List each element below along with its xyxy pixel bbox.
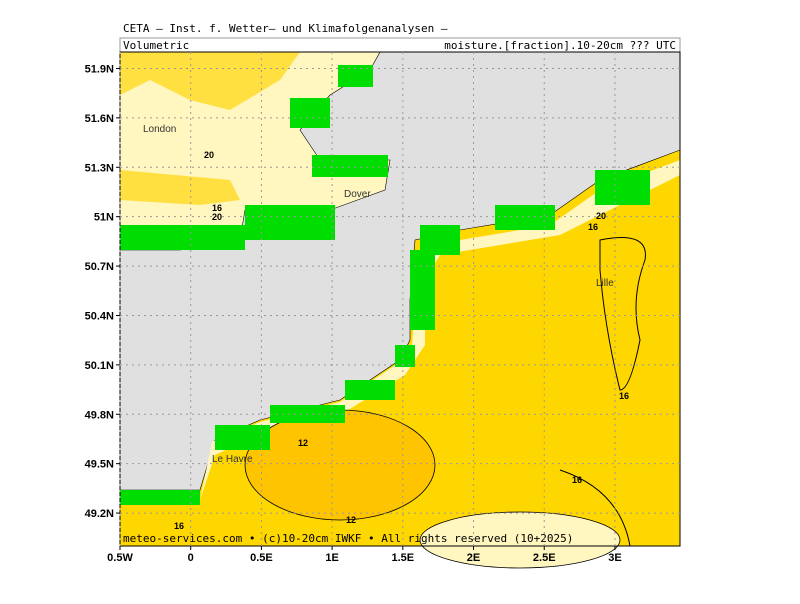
contour-label: 16: [619, 391, 629, 401]
y-tick-label: 49.5N: [85, 459, 114, 471]
place-label: Dover: [344, 189, 371, 200]
dry-area: [244, 409, 436, 521]
x-tick-label: 1E: [325, 552, 338, 564]
x-tick-label: 2E: [467, 552, 480, 564]
x-tick-label: 3E: [608, 552, 621, 564]
y-tick-label: 51.9N: [85, 63, 114, 75]
wet-area: [419, 511, 621, 569]
contour-label: 12: [298, 438, 308, 448]
x-tick-label: 2.5E: [533, 552, 556, 564]
header-title: CETA — Inst. f. Wetter— und Klimafolgena…: [123, 22, 448, 35]
contour-label: 12: [346, 515, 356, 525]
contour-label: 20: [204, 150, 214, 160]
contour: [559, 469, 631, 547]
y-tick-label: 50.4N: [85, 310, 114, 322]
contour-label: 20: [212, 212, 222, 222]
contour: [599, 237, 646, 391]
contour-label: 16: [588, 222, 598, 232]
place-label: Le Havre: [212, 454, 253, 465]
contour-label: 16: [174, 521, 184, 531]
x-tick-label: 0.5E: [250, 552, 273, 564]
place-label: Lille: [596, 278, 614, 289]
contour-label: 16: [572, 475, 582, 485]
y-tick-label: 49.2N: [85, 508, 114, 520]
england-dry: [120, 52, 300, 110]
footer: meteo-services.com • (c)10-20cm IWKF • A…: [123, 532, 573, 545]
y-tick-label: 51N: [94, 212, 114, 224]
y-tick-label: 50.1N: [85, 360, 114, 372]
x-tick-label: 0.5W: [107, 552, 133, 564]
header-left: Volumetric: [123, 39, 189, 52]
x-tick-label: 1.5E: [392, 552, 415, 564]
y-tick-label: 51.6N: [85, 113, 114, 125]
y-tick-label: 51.3N: [85, 162, 114, 174]
place-label: London: [143, 124, 176, 135]
y-tick-label: 50.7N: [85, 261, 114, 273]
y-tick-label: 49.8N: [85, 409, 114, 421]
england-south: [120, 170, 240, 205]
x-tick-label: 0: [188, 552, 194, 564]
green-patches: [120, 65, 650, 505]
header-right: moisture.[fraction].10-20cm ??? UTC: [444, 39, 676, 52]
map-area: [119, 51, 681, 569]
contour-label: 16: [212, 203, 222, 213]
contour-label: 20: [596, 211, 606, 221]
